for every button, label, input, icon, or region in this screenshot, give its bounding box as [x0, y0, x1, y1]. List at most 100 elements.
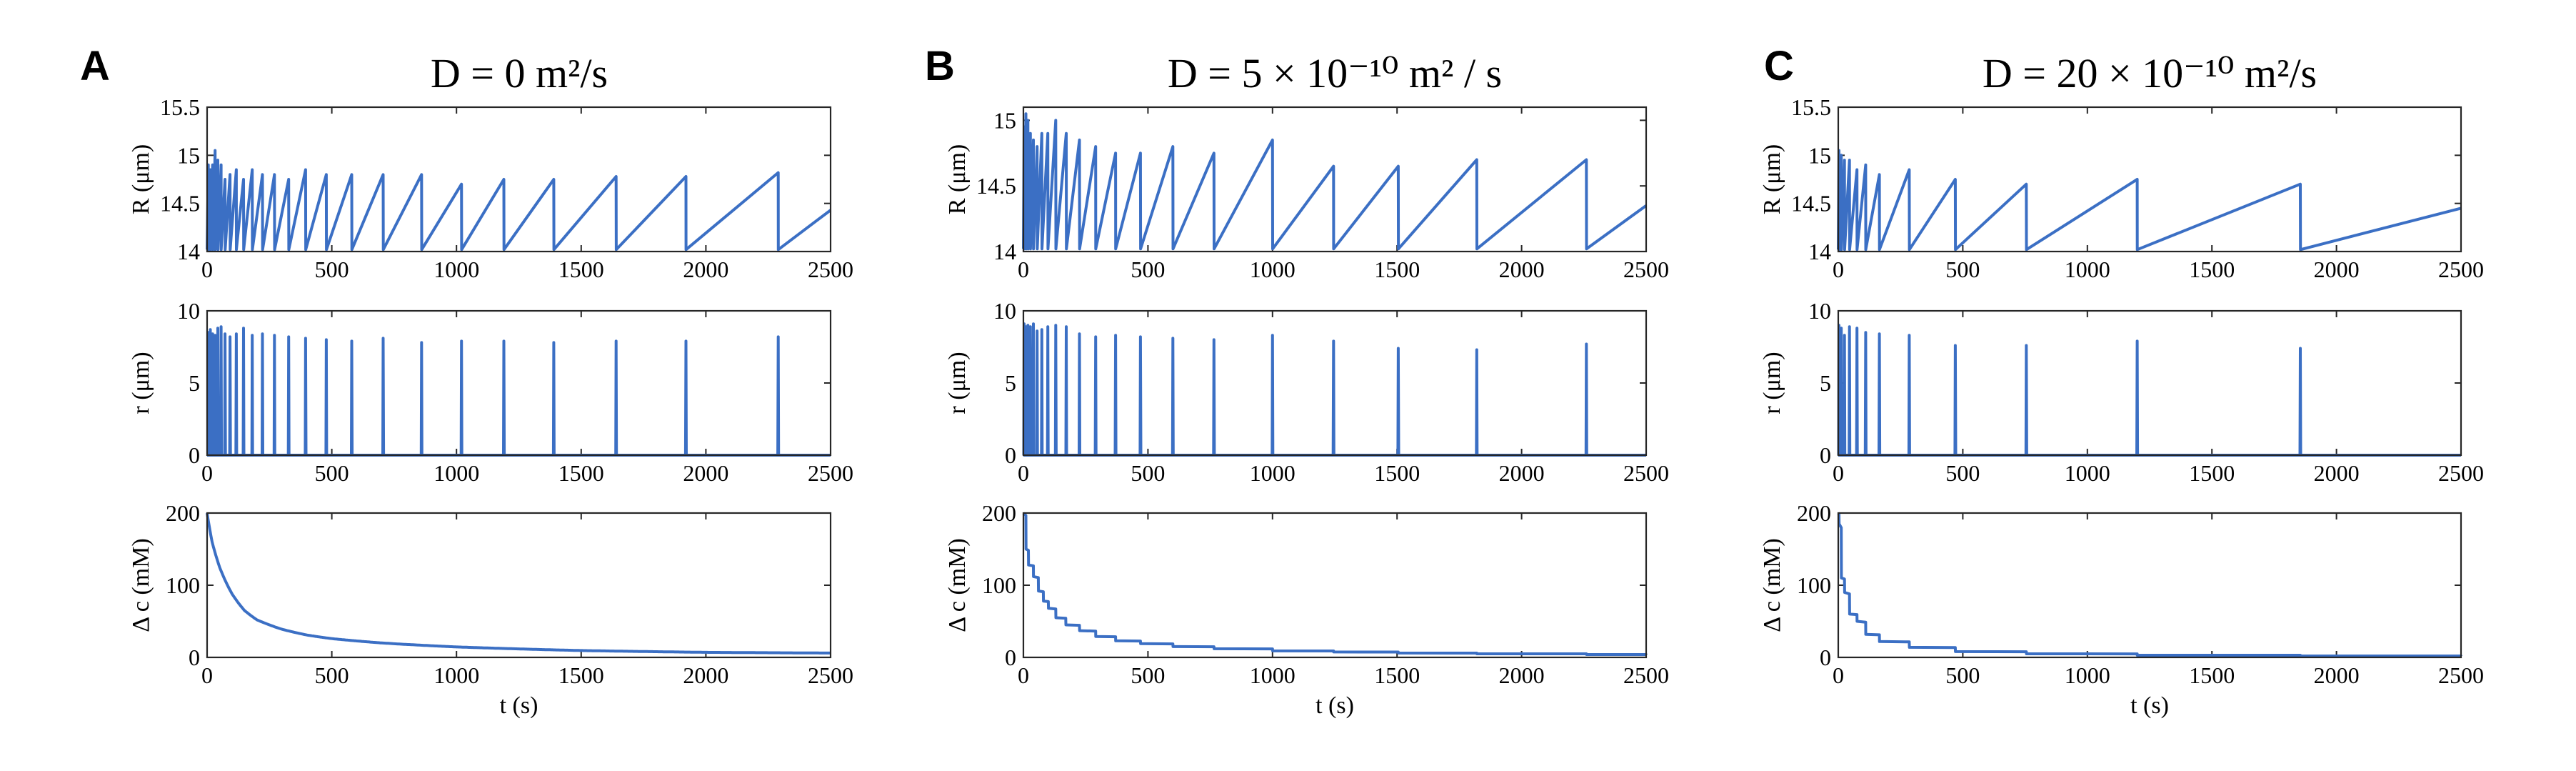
x-tick-label: 0 [1833, 662, 1844, 688]
y-tick-label: 200 [982, 500, 1016, 526]
y-tick-label: 0 [1005, 442, 1016, 468]
y-axis-label: r (μm) [128, 352, 154, 414]
y-axis-label: Δ c (mM) [128, 538, 154, 632]
x-tick-label: 1500 [1374, 257, 1420, 282]
subplot-c-r: 0 500 1000 1500 2000 2500 14 14.5 15 15.5R (μm) [1759, 94, 2484, 282]
series-line-c-r [1837, 324, 2461, 457]
x-tick-label: 2500 [2438, 460, 2484, 486]
x-tick-label: 0 [201, 257, 213, 282]
y-axis-label: r (μm) [1759, 352, 1785, 414]
y-tick-label: 14 [177, 239, 200, 264]
y-axis-label: R (μm) [944, 144, 971, 215]
y-tick-label: 100 [982, 572, 1016, 598]
x-axis-label: t (s) [1315, 692, 1354, 719]
x-tick-label: 500 [1945, 460, 1980, 486]
y-axis-label: Δ c (mM) [1759, 538, 1785, 632]
subplot-a-r: 0 500 1000 1500 2000 2500 14 14.5 15 15.5R (μm) [128, 94, 853, 282]
x-tick-label: 2000 [2314, 662, 2360, 688]
x-axis-label: t (s) [500, 692, 538, 719]
x-tick-label: 500 [1131, 257, 1165, 282]
panel-title-a: D = 0 m²/s [431, 50, 608, 96]
x-tick-label: 0 [1018, 257, 1029, 282]
y-axis-label: r (μm) [944, 352, 971, 414]
x-tick-label: 1000 [1250, 662, 1295, 688]
x-tick-label: 1000 [1250, 460, 1295, 486]
x-tick-label: 500 [315, 662, 349, 688]
series-line-b-r [1022, 322, 1646, 457]
x-axis-label: t (s) [2130, 692, 2169, 719]
axes-frame [1837, 106, 2462, 253]
x-tick-label: 2500 [1623, 662, 1669, 688]
series-line-c-r [1837, 149, 2462, 252]
x-tick-label: 2500 [1623, 257, 1669, 282]
y-tick-label: 5 [1005, 370, 1016, 396]
x-tick-label: 500 [315, 257, 349, 282]
x-tick-label: 2500 [808, 460, 853, 486]
y-tick-label: 15.5 [1791, 94, 1831, 120]
subplot-a-dc: 0 500 1000 1500 2000 2500 0 100 200 Δ c (mM) t (s) [128, 500, 853, 719]
series-line-c-dc [1837, 512, 2463, 657]
x-tick-label: 500 [1945, 662, 1980, 688]
axes-frame [1022, 106, 1648, 253]
y-tick-label: 0 [189, 442, 200, 468]
y-tick-label: 0 [1820, 645, 1831, 670]
x-tick-label: 1500 [2189, 460, 2235, 486]
panel-label-c: C [1764, 43, 1794, 89]
y-tick-label: 5 [1820, 370, 1831, 396]
panel-title-b: D = 5 × 10⁻¹⁰ m² / s [1168, 50, 1502, 96]
x-tick-label: 2000 [1499, 662, 1545, 688]
x-tick-label: 0 [201, 662, 213, 688]
x-tick-label: 2500 [808, 662, 853, 688]
x-tick-label: 2000 [1499, 460, 1545, 486]
x-tick-label: 0 [201, 460, 213, 486]
y-tick-label: 14.5 [1791, 191, 1831, 217]
y-tick-label: 0 [1820, 442, 1831, 468]
x-tick-label: 1000 [2065, 257, 2110, 282]
y-tick-label: 15 [993, 107, 1016, 133]
x-tick-label: 2000 [683, 662, 728, 688]
y-tick-label: 14.5 [160, 191, 200, 217]
y-tick-label: 0 [1005, 645, 1016, 670]
x-tick-label: 1000 [2065, 662, 2110, 688]
x-tick-label: 1500 [558, 460, 604, 486]
axes-frame [206, 309, 832, 457]
axes-frame [1837, 309, 2462, 457]
subplot-b-r: 0 500 1000 1500 2000 2500 14 14.5 15 R (μm) [944, 106, 1669, 282]
axes-frame [1022, 309, 1648, 457]
x-tick-label: 500 [1131, 460, 1165, 486]
subplot-a-r: 0 500 1000 1500 2000 2500 0 5 10 r (μm) [128, 298, 853, 486]
x-tick-label: 1500 [2189, 257, 2235, 282]
subplot-b-dc: 0 500 1000 1500 2000 2500 0 100 200 Δ c (mM) t (s) [944, 500, 1669, 719]
subplot-c-dc: 0 500 1000 1500 2000 2500 0 100 200 Δ c (mM) t (s) [1759, 500, 2484, 719]
series-line-b-r [1022, 112, 1648, 251]
y-tick-label: 15.5 [160, 94, 200, 120]
x-tick-label: 1000 [2065, 460, 2110, 486]
x-tick-label: 2000 [683, 257, 728, 282]
y-axis-label: R (μm) [1759, 144, 1785, 215]
x-tick-label: 1000 [1250, 257, 1295, 282]
axes-frame [206, 106, 832, 253]
series-line-a-r [206, 325, 831, 457]
y-tick-label: 10 [993, 298, 1016, 324]
x-tick-label: 500 [1131, 662, 1165, 688]
x-tick-label: 1000 [433, 460, 479, 486]
x-tick-label: 1500 [2189, 662, 2235, 688]
x-tick-label: 2500 [808, 257, 853, 282]
y-tick-label: 200 [166, 500, 200, 526]
x-tick-label: 2000 [2314, 257, 2360, 282]
series-line-a-dc [206, 512, 831, 655]
x-tick-label: 1500 [558, 257, 604, 282]
x-tick-label: 2000 [2314, 460, 2360, 486]
x-tick-label: 1500 [1374, 662, 1420, 688]
panel-label-a: A [80, 43, 110, 89]
x-tick-label: 2500 [1623, 460, 1669, 486]
axes-frame [206, 512, 832, 659]
y-tick-label: 14 [993, 239, 1016, 264]
y-tick-label: 15 [1808, 142, 1831, 168]
x-tick-label: 0 [1018, 662, 1029, 688]
x-tick-label: 2000 [683, 460, 728, 486]
y-tick-label: 10 [1808, 298, 1831, 324]
y-tick-label: 5 [189, 370, 200, 396]
y-tick-label: 200 [1797, 500, 1831, 526]
